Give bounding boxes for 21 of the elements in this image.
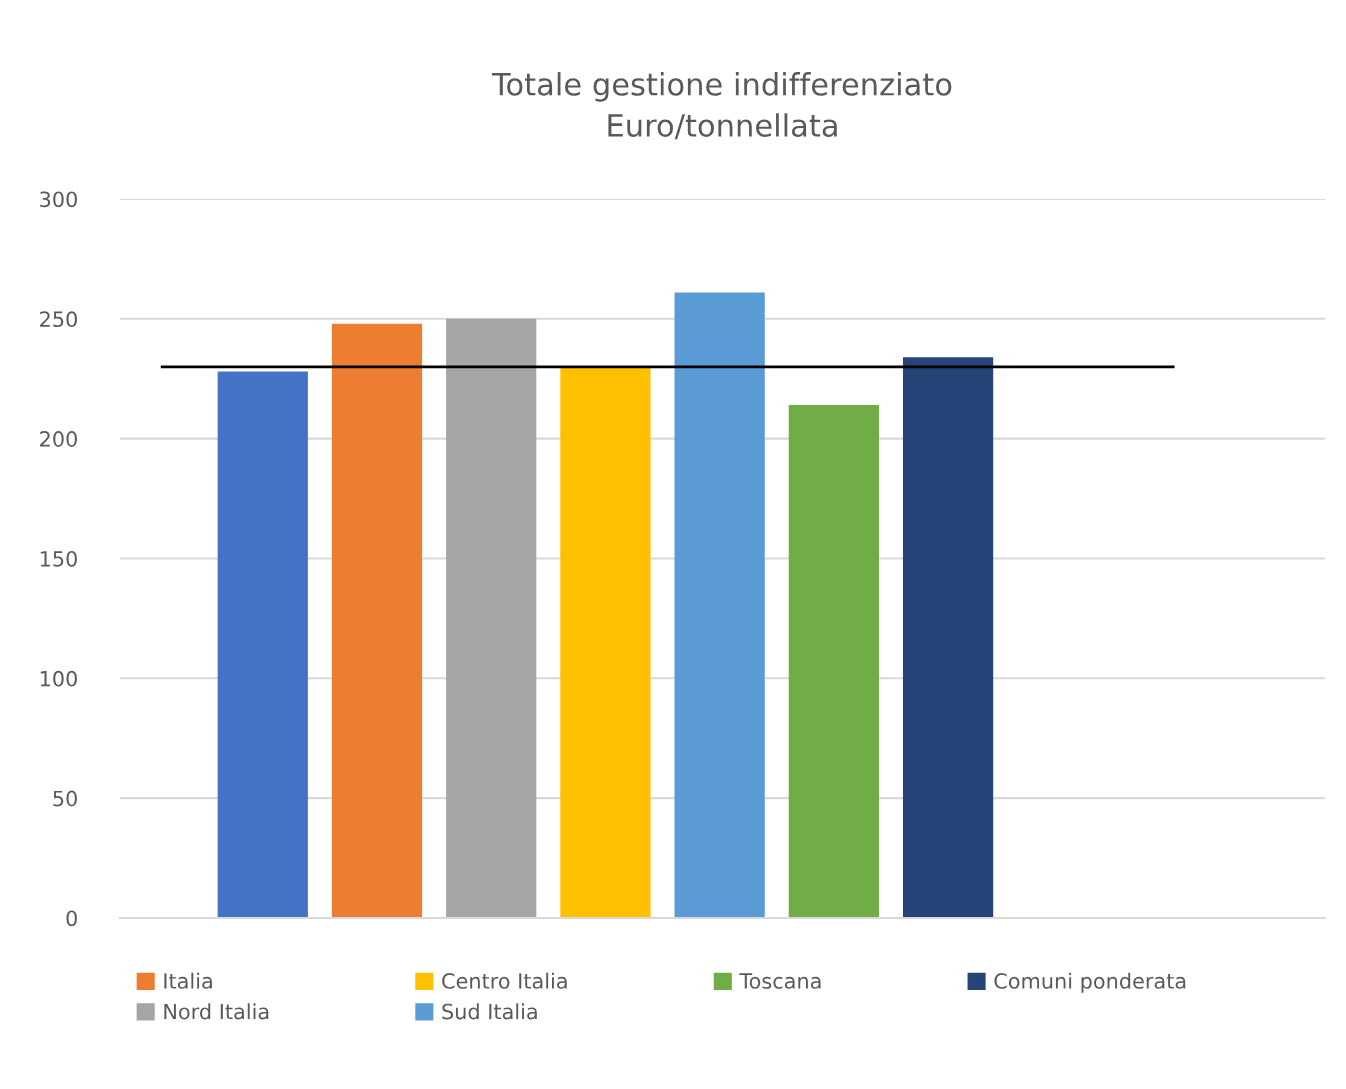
bar: [446, 318, 537, 918]
bar: [902, 357, 994, 918]
legend-label: Italia: [164, 972, 212, 989]
y-tick-label: 150: [40, 550, 77, 567]
y-tick-label: 200: [40, 431, 77, 447]
y-tick-label: 100: [40, 670, 77, 687]
legend-label: Toscana: [739, 973, 821, 989]
legend-label: Sud Italia: [442, 1003, 537, 1020]
legend-label: Nord Italia: [164, 1003, 269, 1020]
chart-title: Totale gestione indifferenziato Euro/tonnellata: [491, 72, 952, 140]
y-tick-label: 0: [66, 910, 77, 927]
bar: [674, 292, 765, 918]
legend-label: Centro Italia: [442, 972, 567, 989]
y-tick-label: 50: [53, 790, 77, 807]
y-tick-label: 300: [40, 191, 77, 208]
bar: [788, 405, 879, 918]
y-tick-label: 250: [40, 311, 77, 328]
legend-label: Comuni ponderata: [994, 972, 1186, 993]
bar: [560, 366, 651, 918]
bar: [217, 371, 308, 918]
bar: [331, 323, 423, 918]
